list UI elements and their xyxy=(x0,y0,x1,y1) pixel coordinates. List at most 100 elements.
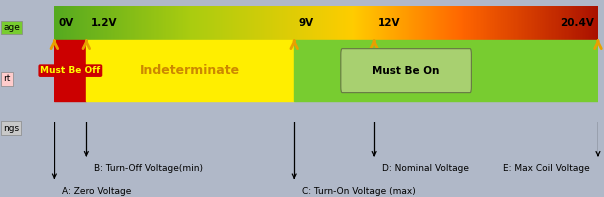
Bar xyxy=(312,6,313,40)
Bar xyxy=(224,6,225,40)
Bar xyxy=(296,6,297,40)
Bar xyxy=(223,6,224,40)
Bar xyxy=(253,6,254,40)
Bar xyxy=(478,6,480,40)
Bar xyxy=(123,6,124,40)
Bar xyxy=(573,6,574,40)
Bar xyxy=(69,6,71,40)
FancyBboxPatch shape xyxy=(341,49,471,93)
Bar xyxy=(114,6,115,40)
Bar xyxy=(148,6,149,40)
Bar xyxy=(498,6,499,40)
Bar xyxy=(435,6,436,40)
Bar xyxy=(358,6,359,40)
Bar xyxy=(338,6,339,40)
Bar xyxy=(449,6,450,40)
Bar xyxy=(228,6,230,40)
Bar xyxy=(501,6,503,40)
Bar xyxy=(423,6,424,40)
Bar xyxy=(104,6,106,40)
Bar xyxy=(318,6,320,40)
Bar xyxy=(138,6,139,40)
Bar xyxy=(303,6,304,40)
Bar xyxy=(289,6,291,40)
Bar xyxy=(214,6,215,40)
Bar xyxy=(143,6,144,40)
Bar xyxy=(169,6,170,40)
Bar xyxy=(209,6,210,40)
Bar xyxy=(440,6,442,40)
Bar xyxy=(511,6,512,40)
Bar xyxy=(220,6,222,40)
Bar xyxy=(288,6,289,40)
Bar xyxy=(211,6,212,40)
Bar xyxy=(399,6,400,40)
Bar xyxy=(311,6,312,40)
Bar xyxy=(367,6,368,40)
Bar xyxy=(258,6,259,40)
Bar xyxy=(371,6,372,40)
Bar xyxy=(345,6,347,40)
Bar xyxy=(73,6,74,40)
Bar xyxy=(595,6,596,40)
Bar xyxy=(174,6,175,40)
Bar xyxy=(414,6,416,40)
Bar xyxy=(541,6,542,40)
Bar xyxy=(593,6,594,40)
Bar xyxy=(212,6,213,40)
Bar xyxy=(564,6,565,40)
Bar xyxy=(549,6,550,40)
Bar xyxy=(277,6,278,40)
Bar xyxy=(400,6,401,40)
Bar xyxy=(475,6,476,40)
Bar xyxy=(141,6,143,40)
Bar xyxy=(79,6,80,40)
Bar xyxy=(408,6,409,40)
Bar xyxy=(161,6,162,40)
Bar xyxy=(190,6,191,40)
Bar xyxy=(205,6,207,40)
Bar xyxy=(136,6,137,40)
Bar xyxy=(207,6,208,40)
Bar xyxy=(286,6,287,40)
Bar xyxy=(254,6,255,40)
Bar xyxy=(471,6,472,40)
Bar xyxy=(172,6,173,40)
Bar xyxy=(257,6,258,40)
Bar xyxy=(170,6,171,40)
Bar xyxy=(84,6,85,40)
Text: C: Turn-On Voltage (max): C: Turn-On Voltage (max) xyxy=(302,187,416,195)
Bar xyxy=(252,6,253,40)
Bar xyxy=(237,6,238,40)
Bar xyxy=(152,6,153,40)
Bar xyxy=(536,6,537,40)
Bar xyxy=(556,6,557,40)
Bar xyxy=(368,6,370,40)
Bar xyxy=(535,6,536,40)
Bar xyxy=(250,6,251,40)
Bar xyxy=(97,6,98,40)
Bar xyxy=(492,6,493,40)
Text: 1.2V: 1.2V xyxy=(91,18,117,28)
Bar xyxy=(316,6,318,40)
Bar xyxy=(398,6,399,40)
Bar xyxy=(60,6,61,40)
Bar xyxy=(499,6,500,40)
Bar xyxy=(106,6,108,40)
Bar xyxy=(315,6,316,40)
Bar xyxy=(579,6,580,40)
Bar xyxy=(405,6,406,40)
Bar xyxy=(534,6,535,40)
Bar xyxy=(325,6,326,40)
Bar xyxy=(500,6,501,40)
Bar xyxy=(133,6,135,40)
Bar xyxy=(462,6,463,40)
Bar xyxy=(518,6,519,40)
Bar xyxy=(235,6,236,40)
Bar xyxy=(484,6,485,40)
Bar xyxy=(360,6,361,40)
Bar xyxy=(72,6,73,40)
Bar xyxy=(320,6,321,40)
Bar xyxy=(402,6,403,40)
Bar xyxy=(514,6,515,40)
